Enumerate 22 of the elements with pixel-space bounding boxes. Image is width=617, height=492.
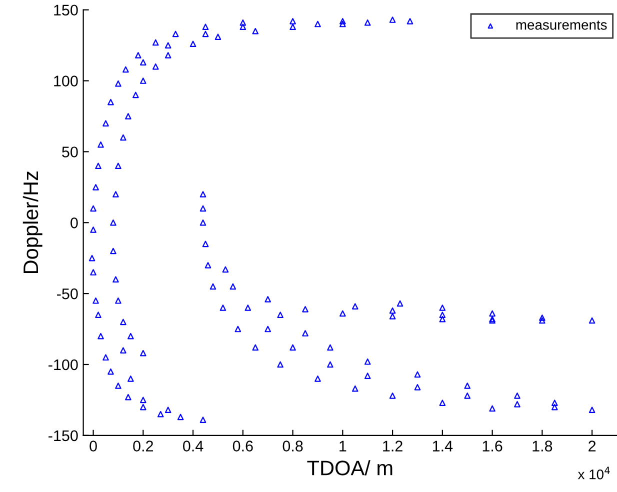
- x-axis-title: TDOA/ m: [307, 460, 392, 476]
- x-tick-label: 0.8: [282, 440, 303, 452]
- x-tick-label: 1.8: [532, 440, 552, 452]
- x-tick-label: 0.4: [183, 440, 204, 452]
- x-tick-label: 1: [340, 440, 346, 452]
- y-tick-label: 0: [70, 218, 78, 228]
- y-axis-title: Doppler/Hz: [22, 172, 42, 274]
- x-tick-label: 0: [90, 440, 97, 452]
- x-tick-label: 1.4: [432, 440, 453, 452]
- y-tick-label: -100: [48, 359, 78, 370]
- x-tick-label: 0.2: [133, 440, 154, 452]
- x-tick-label: 1.2: [383, 440, 402, 452]
- y-tick-label: -150: [48, 430, 78, 442]
- x-tick-label: 2: [588, 440, 596, 452]
- y-tick-label: -50: [57, 288, 78, 300]
- x-tick-label: 1.6: [482, 440, 502, 452]
- y-tick-label: 50: [62, 146, 78, 158]
- x-tick-label: 0.6: [232, 440, 253, 452]
- y-tick-label: 150: [54, 4, 78, 16]
- text: x 10$^{4}$: [578, 466, 610, 480]
- y-tick-label: 100: [54, 76, 78, 86]
- legend-label: measurements: [516, 20, 607, 30]
